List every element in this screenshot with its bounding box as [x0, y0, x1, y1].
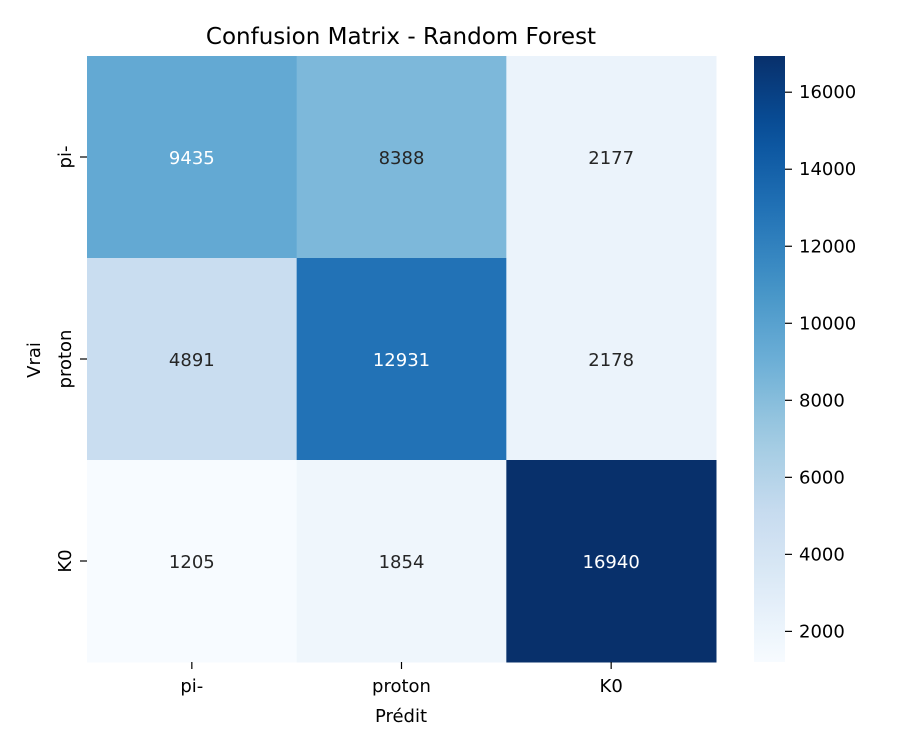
colorbar-tick-label: 16000 — [799, 82, 856, 103]
x-axis: pi-proton K0 — [180, 662, 623, 697]
heatmap-cell — [506, 56, 717, 259]
colorbar-tick-label: 8000 — [799, 390, 845, 411]
heatmap-cell — [87, 56, 298, 259]
heatmap-cells — [87, 56, 717, 663]
cell-value-label: 1205 — [169, 552, 215, 573]
cell-value-label: 4891 — [169, 350, 215, 371]
heatmap-cell — [87, 460, 298, 663]
heatmap-cell — [506, 460, 717, 663]
colorbar-tick-label: 2000 — [799, 621, 845, 642]
heatmap-cell — [296, 258, 507, 461]
colorbar-tick-label: 4000 — [799, 544, 845, 565]
y-tick-label: pi- — [55, 146, 76, 169]
colorbar-ticks: 2000 4000 6000 8000 10000 12000 14000 16000 — [785, 82, 856, 642]
heatmap-cell-labels: 9435 8388 2177 4891 12931 2178 1205 1854 16940 — [169, 148, 640, 573]
cell-value-label: 9435 — [169, 148, 215, 169]
heatmap-cell — [506, 258, 717, 461]
chart-title: Confusion Matrix - Random Forest — [206, 24, 596, 50]
y-axis-label: Vrai — [24, 342, 45, 378]
x-tick-label: proton — [372, 676, 431, 697]
cell-value-label: 1854 — [379, 552, 425, 573]
cell-value-label: 12931 — [373, 350, 430, 371]
heatmap-cell — [87, 258, 298, 461]
y-tick-label: K0 — [55, 549, 76, 572]
heatmap-cell — [296, 56, 507, 259]
x-tick-label: pi- — [180, 676, 203, 697]
cell-value-label: 8388 — [379, 148, 425, 169]
y-tick-label: proton — [55, 330, 76, 389]
heatmap-cell — [296, 460, 507, 663]
cell-value-label: 2177 — [588, 148, 634, 169]
colorbar-tick-label: 10000 — [799, 313, 856, 334]
colorbar-tick-label: 12000 — [799, 236, 856, 257]
x-tick-label: K0 — [600, 676, 623, 697]
colorbar — [754, 56, 785, 662]
colorbar-tick-label: 14000 — [799, 159, 856, 180]
cell-value-label: 2178 — [588, 350, 634, 371]
colorbar-tick-label: 6000 — [799, 467, 845, 488]
y-axis: pi-proton K0 — [55, 146, 87, 573]
cell-value-label: 16940 — [583, 552, 640, 573]
x-axis-label: Prédit — [375, 706, 427, 727]
